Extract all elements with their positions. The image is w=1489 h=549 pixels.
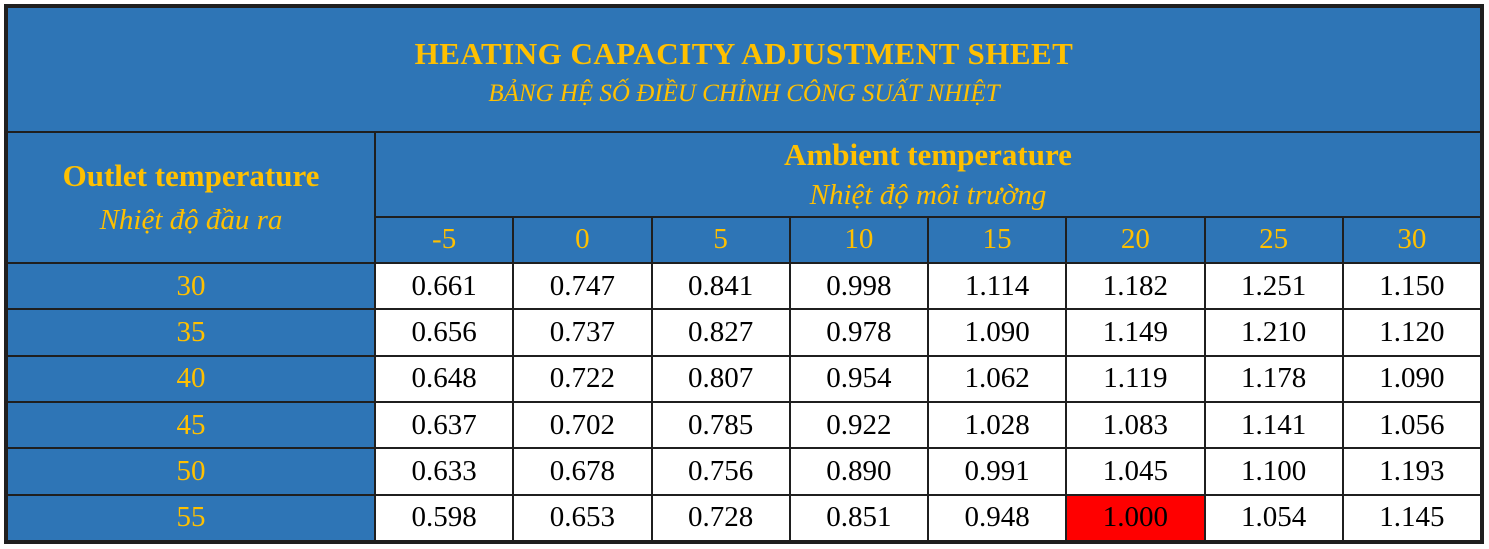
coefficient-cell: 0.851 [788, 493, 930, 543]
table-row: 40 0.648 0.722 0.807 0.954 1.062 1.119 1.178 1.0… [6, 354, 1483, 403]
outlet-temperature-cell: 35 [6, 308, 376, 357]
coefficient-cell: 1.150 [1341, 261, 1483, 311]
capacity-table: HEATING CAPACITY ADJUSTMENT SHEET BẢNG H… [6, 6, 1483, 543]
coefficient-cell: 1.120 [1341, 308, 1483, 357]
coefficient-cell: 1.090 [1341, 354, 1483, 403]
ambient-column-header: -5 [373, 215, 515, 264]
outlet-temperature-cell: 40 [6, 354, 376, 403]
coefficient-cell: 0.661 [373, 261, 515, 311]
coefficient-cell: 0.678 [512, 447, 653, 496]
ambient-header-vietnamese: Nhiệt độ môi trường [809, 178, 1047, 211]
coefficient-cell: 1.062 [926, 354, 1068, 403]
coefficient-cell: 0.722 [512, 354, 653, 403]
table-row: 55 0.598 0.653 0.728 0.851 0.948 1.000 1.054 1.1… [6, 493, 1483, 543]
coefficient-cell: 1.083 [1065, 400, 1206, 450]
coefficient-cell: 0.637 [373, 400, 515, 450]
coefficient-cell: 0.598 [373, 493, 515, 543]
outlet-temperature-cell: 30 [6, 261, 376, 311]
ambient-column-header: 10 [788, 215, 930, 264]
adjustment-sheet: HEATING CAPACITY ADJUSTMENT SHEET BẢNG H… [4, 4, 1484, 544]
table-row: 50 0.633 0.678 0.756 0.890 0.991 1.045 1.100 1.1… [6, 447, 1483, 496]
coefficient-cell: 0.991 [926, 447, 1068, 496]
title-english: HEATING CAPACITY ADJUSTMENT SHEET [414, 36, 1074, 72]
outlet-temperature-cell: 50 [6, 447, 376, 496]
outlet-header-english: Outlet temperature [62, 157, 320, 193]
coefficient-cell: 0.656 [373, 308, 515, 357]
coefficient-cell: 0.737 [512, 308, 653, 357]
coefficient-cell: 0.841 [650, 261, 791, 311]
coefficient-cell: 0.648 [373, 354, 515, 403]
ambient-column-header: 25 [1203, 215, 1344, 264]
coefficient-cell: 0.807 [650, 354, 791, 403]
outlet-header-vietnamese: Nhiệt độ đầu ra [99, 203, 283, 236]
coefficient-cell: 1.045 [1065, 447, 1206, 496]
ambient-column-header: 5 [650, 215, 791, 264]
coefficient-cell: 0.747 [512, 261, 653, 311]
ambient-column-header: 0 [512, 215, 653, 264]
coefficient-cell: 1.141 [1203, 400, 1344, 450]
coefficient-cell: 0.948 [926, 493, 1068, 543]
title-cell: HEATING CAPACITY ADJUSTMENT SHEET BẢNG H… [6, 6, 1482, 133]
coefficient-cell: 1.182 [1065, 261, 1206, 311]
coefficient-cell: 1.145 [1341, 493, 1483, 543]
coefficient-cell: 1.028 [926, 400, 1068, 450]
outlet-temperature-cell: 55 [6, 493, 376, 543]
coefficient-cell: 0.954 [788, 354, 930, 403]
coefficient-cell: 1.178 [1203, 354, 1344, 403]
table-row: 45 0.637 0.702 0.785 0.922 1.028 1.083 1.141 1.0… [6, 400, 1483, 450]
table-row: 30 0.661 0.747 0.841 0.998 1.114 1.182 1.251 1.1… [6, 261, 1483, 311]
coefficient-cell: 0.827 [650, 308, 791, 357]
coefficient-cell: 0.890 [788, 447, 930, 496]
coefficient-cell: 1.149 [1065, 308, 1206, 357]
coefficient-cell: 1.100 [1203, 447, 1344, 496]
ambient-column-header: 30 [1341, 215, 1483, 264]
ambient-temperature-header: Ambient temperature Nhiệt độ môi trường [374, 130, 1482, 218]
ambient-column-header-row: -5 0 5 10 15 20 25 30 [7, 215, 1483, 264]
coefficient-cell: 1.193 [1341, 447, 1483, 496]
coefficient-cell: 0.728 [650, 493, 791, 543]
coefficient-cell: 1.090 [926, 308, 1068, 357]
coefficient-cell: 0.998 [788, 261, 930, 311]
coefficient-cell: 0.756 [650, 447, 791, 496]
coefficient-cell: 1.119 [1065, 354, 1206, 403]
table-row: 35 0.656 0.737 0.827 0.978 1.090 1.149 1.210 1.1… [6, 308, 1483, 357]
coefficient-cell: 1.114 [926, 261, 1068, 311]
coefficient-cell: 0.922 [788, 400, 930, 450]
ambient-column-header: 20 [1065, 215, 1206, 264]
coefficient-cell: 0.633 [373, 447, 515, 496]
highlighted-value-cell: 1.000 [1065, 493, 1206, 543]
title-vietnamese: BẢNG HỆ SỐ ĐIỀU CHỈNH CÔNG SUẤT NHIỆT [488, 80, 1000, 108]
ambient-header-english: Ambient temperature [784, 136, 1072, 172]
coefficient-cell: 0.653 [512, 493, 653, 543]
ambient-column-header: 15 [926, 215, 1068, 264]
coefficient-cell: 1.210 [1203, 308, 1344, 357]
coefficient-cell: 0.978 [788, 308, 930, 357]
coefficient-cell: 1.251 [1203, 261, 1344, 311]
coefficient-cell: 0.785 [650, 400, 791, 450]
outlet-temperature-cell: 45 [6, 400, 376, 450]
outlet-temperature-header: Outlet temperature Nhiệt độ đầu ra [6, 130, 376, 264]
coefficient-cell: 1.056 [1341, 400, 1483, 450]
coefficient-cell: 1.054 [1203, 493, 1344, 543]
coefficient-cell: 0.702 [512, 400, 653, 450]
